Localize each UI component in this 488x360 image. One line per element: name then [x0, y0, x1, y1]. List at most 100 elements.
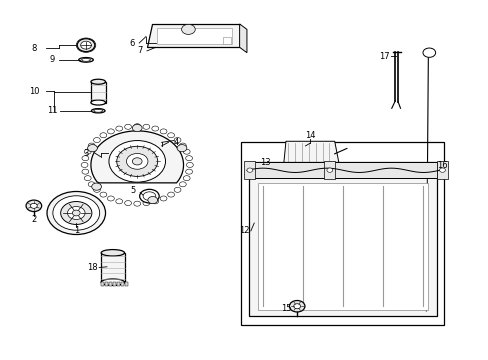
Text: 1: 1 [74, 226, 79, 235]
Ellipse shape [140, 189, 159, 203]
Text: 8: 8 [31, 44, 37, 53]
Circle shape [92, 183, 102, 190]
Bar [117, 282, 120, 286]
Circle shape [167, 192, 174, 197]
Ellipse shape [91, 79, 105, 84]
Polygon shape [239, 24, 246, 53]
Circle shape [293, 304, 300, 309]
Circle shape [183, 176, 190, 181]
Polygon shape [91, 131, 183, 183]
Text: 9: 9 [49, 55, 54, 64]
Circle shape [93, 187, 100, 192]
Bar [109, 282, 112, 286]
Circle shape [289, 301, 305, 312]
Bar [249, 162, 436, 178]
Circle shape [84, 176, 91, 181]
Circle shape [147, 197, 157, 204]
Bar [121, 282, 124, 286]
Circle shape [174, 187, 181, 192]
Circle shape [179, 182, 186, 187]
Text: 17: 17 [378, 52, 389, 61]
Circle shape [67, 207, 85, 220]
Polygon shape [283, 141, 339, 166]
Ellipse shape [143, 192, 156, 201]
Circle shape [142, 124, 149, 129]
Circle shape [124, 124, 131, 129]
Text: 16: 16 [436, 161, 447, 170]
Circle shape [109, 140, 165, 182]
Bar [101, 253, 124, 282]
Bar [258, 183, 427, 310]
Bar [157, 28, 232, 44]
Polygon shape [249, 162, 436, 316]
Circle shape [77, 39, 95, 51]
Ellipse shape [79, 58, 93, 62]
Ellipse shape [91, 100, 105, 105]
Text: 13: 13 [260, 158, 270, 167]
Ellipse shape [101, 249, 124, 256]
Text: 3: 3 [83, 149, 88, 158]
Circle shape [93, 138, 100, 143]
Ellipse shape [81, 58, 90, 61]
Circle shape [107, 196, 114, 201]
Circle shape [177, 145, 186, 152]
Circle shape [126, 153, 148, 169]
Text: 10: 10 [28, 86, 39, 95]
Circle shape [134, 124, 141, 129]
Text: 4: 4 [173, 138, 179, 147]
Circle shape [439, 168, 445, 172]
Circle shape [117, 146, 158, 176]
Bar [244, 161, 255, 179]
Circle shape [116, 126, 122, 131]
Circle shape [186, 162, 193, 167]
Circle shape [100, 133, 106, 138]
Text: 12: 12 [239, 226, 249, 235]
Text: 7: 7 [137, 46, 142, 55]
Circle shape [30, 203, 37, 208]
Bar [91, 82, 105, 103]
Circle shape [132, 125, 142, 132]
Circle shape [82, 156, 89, 161]
Text: 14: 14 [305, 131, 315, 140]
Circle shape [422, 48, 435, 57]
Circle shape [246, 168, 252, 172]
Circle shape [84, 149, 91, 154]
Circle shape [134, 201, 141, 206]
Circle shape [124, 201, 131, 206]
Ellipse shape [101, 279, 124, 285]
Ellipse shape [94, 109, 102, 112]
Circle shape [142, 201, 149, 206]
Circle shape [160, 129, 166, 134]
Bar [436, 161, 447, 179]
Circle shape [151, 199, 158, 204]
Bar [113, 282, 116, 286]
Circle shape [181, 24, 195, 35]
Circle shape [26, 200, 41, 212]
Circle shape [82, 169, 89, 174]
Bar [324, 161, 334, 179]
Text: 18: 18 [87, 263, 98, 272]
Circle shape [179, 143, 186, 148]
Text: 6: 6 [129, 39, 135, 48]
Text: 11: 11 [46, 106, 57, 115]
Circle shape [61, 202, 92, 225]
Circle shape [185, 156, 192, 161]
Circle shape [151, 126, 158, 131]
Text: 15: 15 [281, 304, 291, 313]
Bar [241, 141, 443, 325]
Circle shape [167, 133, 174, 138]
Circle shape [81, 41, 91, 49]
Bar [222, 37, 231, 44]
Circle shape [88, 143, 95, 148]
Circle shape [326, 168, 332, 172]
Ellipse shape [91, 109, 105, 113]
Circle shape [53, 196, 100, 230]
Bar [249, 162, 436, 178]
Circle shape [160, 196, 166, 201]
Circle shape [107, 129, 114, 134]
Circle shape [116, 199, 122, 204]
Circle shape [88, 182, 95, 187]
Circle shape [87, 145, 97, 152]
Circle shape [174, 138, 181, 143]
Bar [105, 282, 108, 286]
